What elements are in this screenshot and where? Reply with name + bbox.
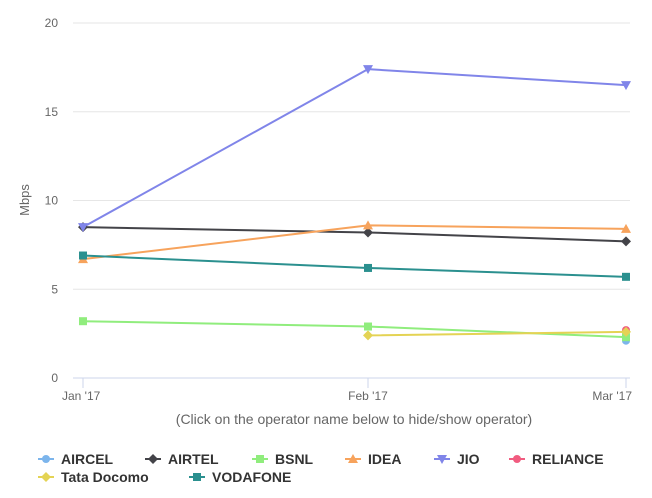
series-markers-jio (78, 65, 631, 233)
legend-label: VODAFONE (212, 469, 291, 485)
legend-marker-swatch (256, 455, 264, 463)
series-line-bsnl (82, 320, 627, 339)
data-point-airtel (363, 227, 373, 238)
legend-label: AIRTEL (168, 451, 219, 467)
legend-label: RELIANCE (532, 451, 604, 467)
series-lines (82, 68, 627, 339)
series-line-tata-docomo (367, 330, 627, 337)
legend-item-vodafone[interactable]: VODAFONE (189, 469, 291, 485)
legend-item-aircel[interactable]: AIRCEL (38, 451, 114, 467)
legend-marker-swatch (41, 472, 51, 482)
data-point-idea (621, 223, 631, 233)
data-point-vodafone (79, 251, 87, 260)
data-point-bsnl (364, 322, 372, 331)
data-point-bsnl (622, 333, 630, 342)
legend-marker-swatch (437, 455, 447, 464)
y-tick-label: 0 (51, 371, 58, 385)
series-markers-vodafone (79, 251, 630, 281)
data-point-jio (78, 223, 88, 233)
legend: AIRCEL AIRTEL BSNL IDEA JIO RELIANCE Tata Doco… (38, 451, 604, 485)
data-point-bsnl (79, 317, 87, 326)
data-point-jio (363, 65, 373, 75)
y-tick-label: 10 (45, 194, 59, 208)
series-line-jio (82, 68, 627, 229)
data-point-tata-docomo (621, 326, 631, 337)
series-markers-airtel (78, 222, 631, 247)
legend-label: AIRCEL (61, 451, 114, 467)
y-tick-label: 20 (45, 16, 59, 30)
legend-marker-swatch (193, 473, 201, 481)
data-point-jio (621, 81, 631, 91)
legend-label: IDEA (368, 451, 401, 467)
series-markers-tata-docomo (363, 326, 631, 341)
series-line-vodafone (82, 254, 627, 278)
legend-item-airtel[interactable]: AIRTEL (145, 451, 219, 467)
series-markers-bsnl (79, 317, 630, 342)
legend-label: JIO (457, 451, 480, 467)
series-line-airtel (82, 226, 627, 243)
legend-label: Tata Docomo (61, 469, 149, 485)
series-markers (78, 65, 631, 345)
legend-marker-swatch (42, 455, 50, 463)
series-line-idea (82, 224, 627, 261)
y-axis-ticks: 0 5 10 15 20 (45, 16, 59, 385)
legend-marker-swatch (348, 454, 358, 463)
x-tick-label: Mar '17 (592, 389, 632, 403)
x-tick-label: Jan '17 (62, 389, 101, 403)
legend-label: BSNL (275, 451, 314, 467)
data-point-vodafone (364, 263, 372, 272)
x-axis: Jan '17 Feb '17 Mar '17 (62, 377, 632, 403)
data-point-idea (363, 220, 373, 230)
legend-item-bsnl[interactable]: BSNL (252, 451, 314, 467)
legend-item-idea[interactable]: IDEA (345, 451, 401, 467)
y-tick-label: 5 (51, 282, 58, 296)
legend-item-tata-docomo[interactable]: Tata Docomo (38, 469, 149, 485)
legend-item-jio[interactable]: JIO (434, 451, 480, 467)
data-point-airtel (621, 236, 631, 247)
data-point-tata-docomo (363, 330, 373, 341)
legend-marker-swatch (513, 455, 521, 463)
legend-marker-swatch (148, 454, 158, 464)
data-point-vodafone (622, 272, 630, 281)
grid-lines (73, 22, 630, 379)
x-tick-label: Feb '17 (348, 389, 388, 403)
x-axis-title: (Click on the operator name below to hid… (176, 411, 532, 427)
legend-item-reliance[interactable]: RELIANCE (509, 451, 604, 467)
y-axis-title: Mbps (17, 184, 32, 216)
y-tick-label: 15 (45, 105, 59, 119)
